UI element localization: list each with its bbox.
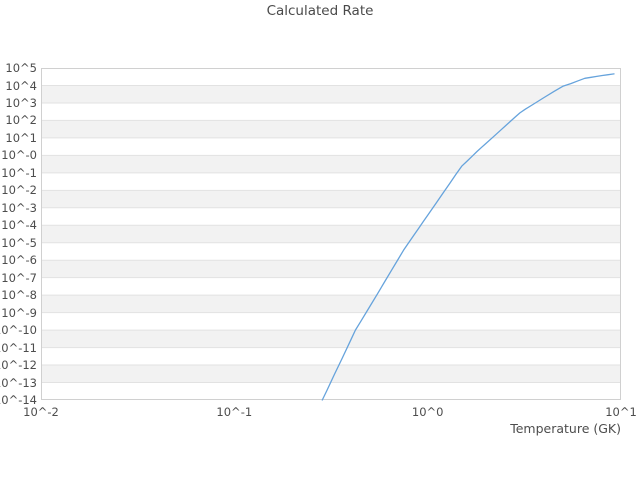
decade-band: [41, 85, 621, 103]
decade-band: [41, 155, 621, 173]
decade-band: [41, 225, 621, 243]
decade-band: [41, 102, 621, 121]
decade-band: [41, 190, 621, 208]
y-tick-label: 10^5: [5, 61, 37, 75]
y-tick-label: 10^-5: [1, 235, 37, 250]
x-tick-label: 10^0: [411, 405, 444, 419]
x-tick-label: 10^-2: [23, 405, 59, 419]
plot-frame: [41, 68, 621, 400]
y-tick-label: 10^4: [5, 78, 37, 93]
x-tick-label: 10^-1: [216, 405, 253, 419]
decade-band: [41, 242, 621, 261]
decade-band: [41, 365, 621, 383]
y-tick-label: 10^-7: [1, 270, 37, 285]
decade-band: [41, 207, 621, 226]
decade-band: [41, 120, 621, 138]
y-tick-label: 10^-14: [0, 393, 37, 407]
y-tick-label: 10^-4: [1, 218, 37, 233]
decade-band: [41, 295, 621, 313]
y-tick-label: 10^-2: [1, 183, 37, 198]
y-tick-label: 10^-8: [1, 288, 37, 303]
decade-band: [41, 277, 621, 296]
x-tick-label: 10^1: [605, 405, 637, 419]
decade-band: [41, 137, 621, 156]
decade-band: [41, 68, 621, 86]
chart-title: Calculated Rate: [266, 3, 374, 19]
y-tick-label: 10^3: [5, 95, 37, 110]
y-tick-label: 10^-12: [0, 358, 37, 373]
rate-curve: [321, 73, 615, 401]
decade-band: [41, 312, 621, 331]
decade-band: [41, 172, 621, 191]
y-tick-label: 10^-11: [0, 340, 37, 355]
y-tick-label: 10^-13: [0, 375, 37, 390]
y-tick-label: 10^1: [5, 130, 37, 145]
y-tick-label: 10^-6: [1, 253, 37, 268]
y-tick-label: 10^-9: [1, 305, 37, 320]
y-tick-label: 10^2: [5, 113, 37, 128]
decade-band: [41, 347, 621, 366]
decade-band: [41, 330, 621, 348]
decade-band: [41, 382, 621, 400]
decade-band: [41, 260, 621, 278]
y-tick-label: 10^-10: [0, 323, 37, 338]
y-tick-label: 10^-1: [1, 165, 37, 180]
y-tick-label: 10^-3: [1, 200, 37, 215]
y-tick-label: 10^-0: [1, 148, 37, 163]
x-axis-title: Temperature (GK): [510, 421, 621, 436]
